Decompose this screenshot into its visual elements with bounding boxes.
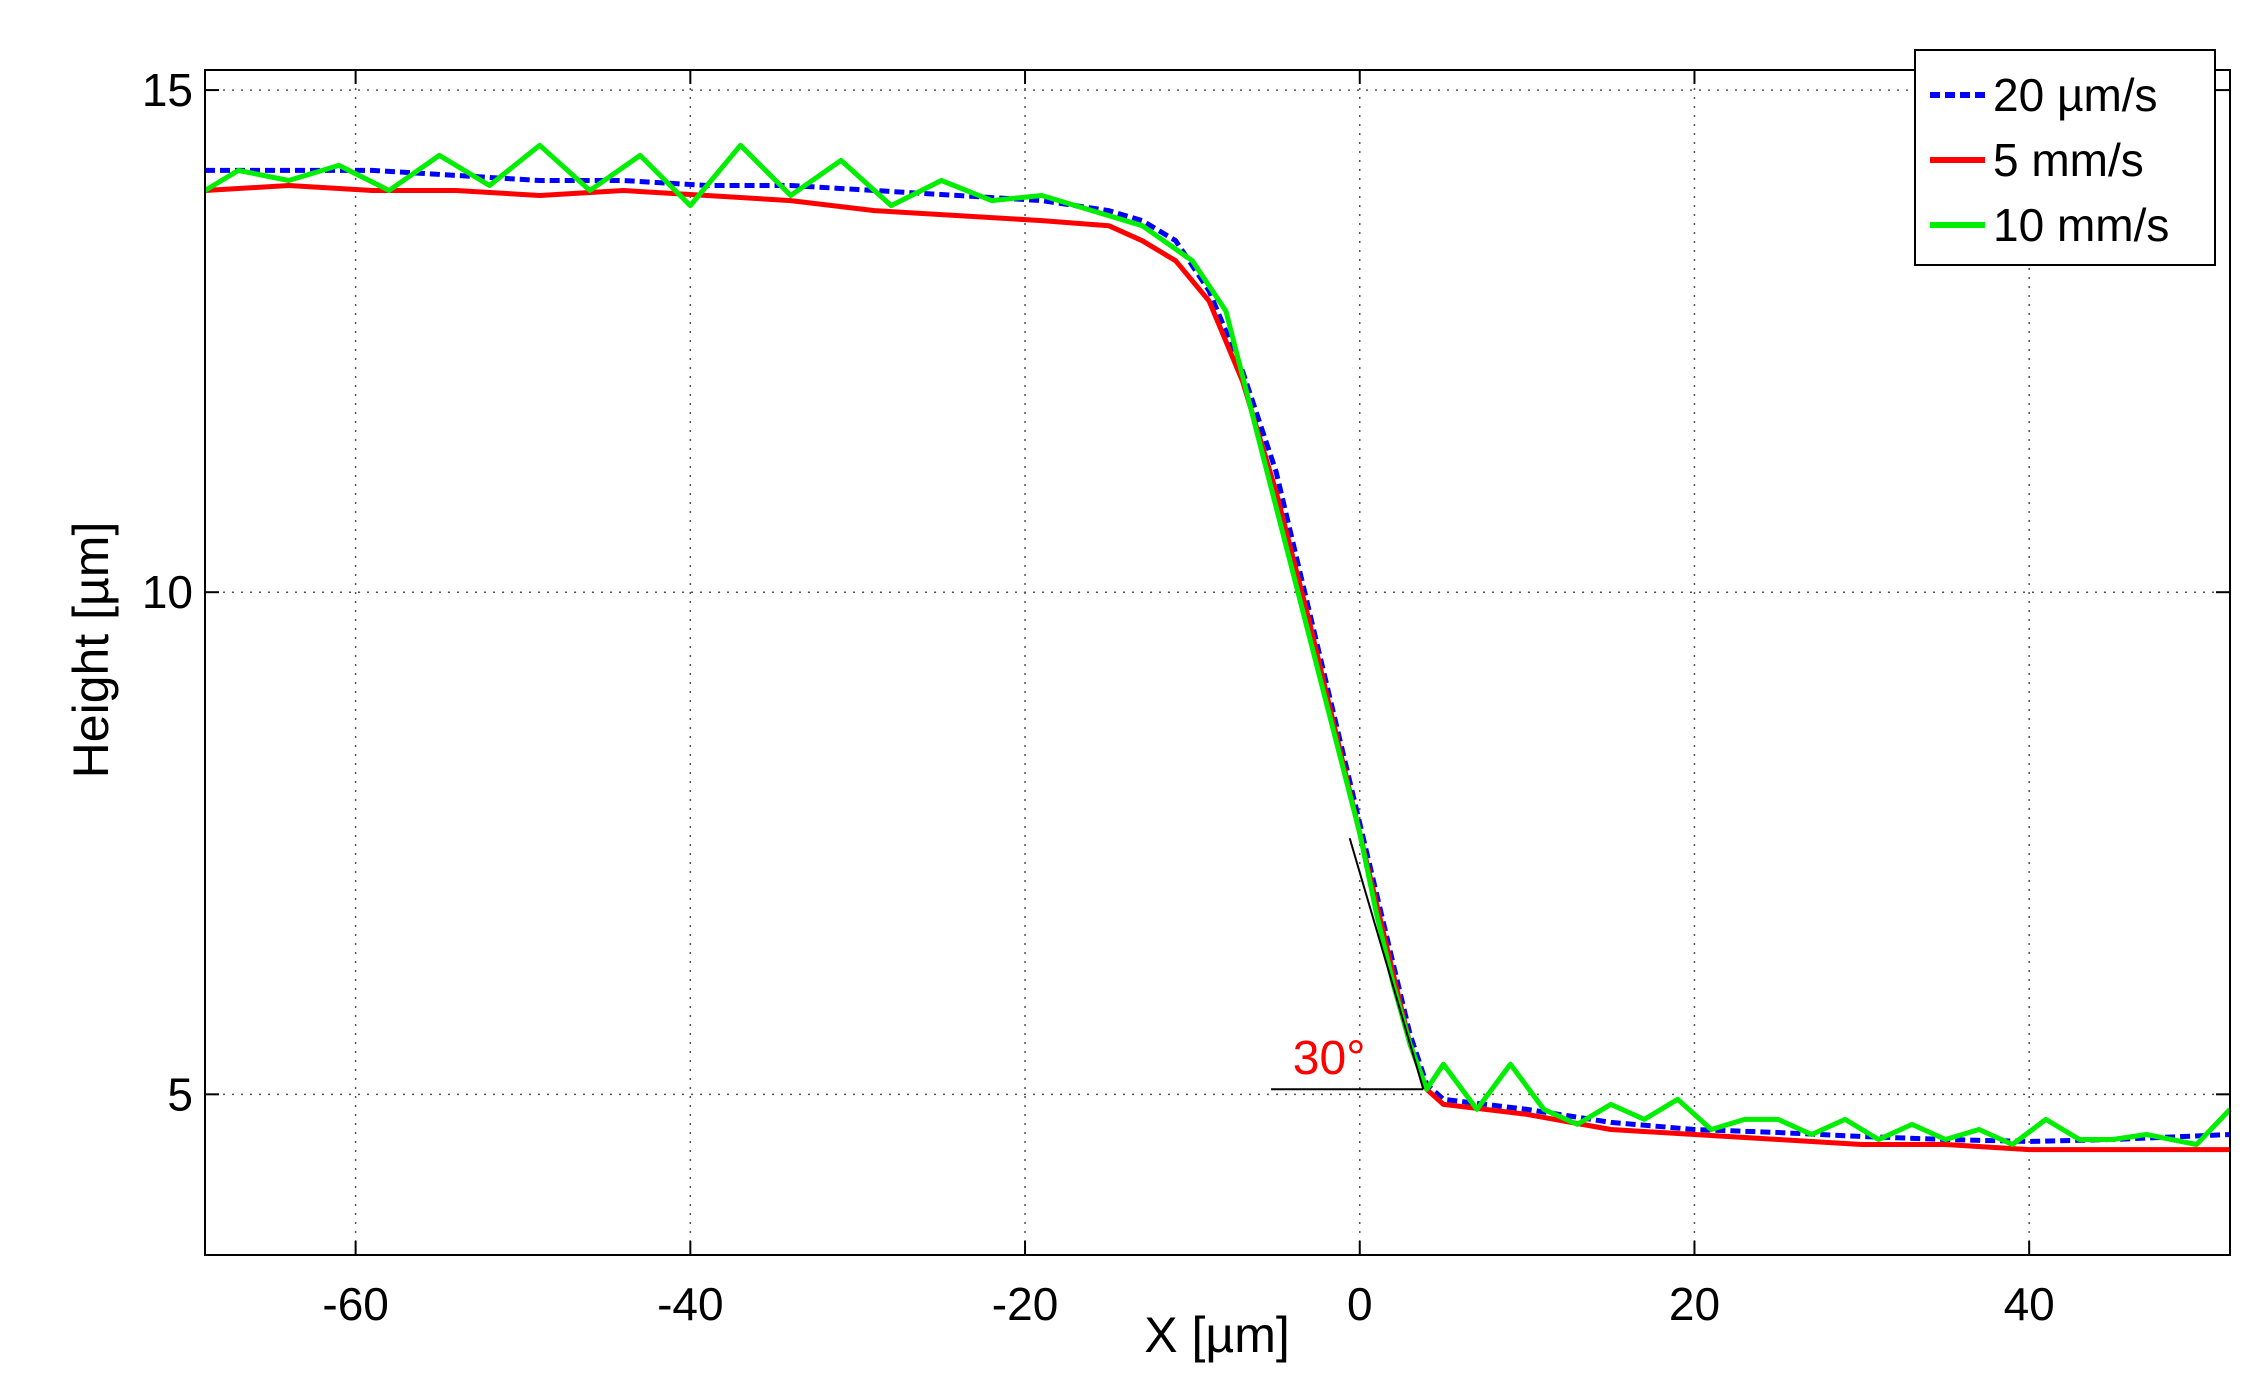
series-line-3 xyxy=(203,142,2232,1147)
legend: 20 µm/s 5 mm/s 10 mm/s xyxy=(1914,49,2216,266)
y-axis-label: Height [µm] xyxy=(63,522,119,779)
y-tick-label: 10 xyxy=(142,566,193,618)
plot-background xyxy=(205,70,2230,1255)
angle-slope-line xyxy=(1348,837,1425,1090)
x-tick-label: 20 xyxy=(1669,1278,1720,1330)
legend-label-3: 10 mm/s xyxy=(1993,199,2169,251)
y-axis-ticks: 5 10 15 xyxy=(142,64,2230,1120)
legend-label-1: 20 µm/s xyxy=(1993,69,2158,121)
y-tick-label: 5 xyxy=(167,1068,193,1120)
series-line-1 xyxy=(205,167,2231,1144)
angle-marker xyxy=(1271,837,1425,1091)
x-tick-label: -20 xyxy=(992,1278,1058,1330)
y-tick-label: 15 xyxy=(142,64,193,116)
x-axis-label: X [µm] xyxy=(1144,1307,1289,1363)
series-line-2 xyxy=(204,183,2230,1153)
series-lines xyxy=(203,142,2232,1153)
legend-label-2: 5 mm/s xyxy=(1993,134,2144,186)
x-axis-ticks: -60 -40 -20 0 20 40 xyxy=(322,70,2055,1330)
annotations: 30° xyxy=(1293,1032,1366,1085)
x-tick-label: -40 xyxy=(657,1278,723,1330)
x-tick-label: 0 xyxy=(1347,1278,1373,1330)
x-tick-label: 40 xyxy=(2004,1278,2055,1330)
x-tick-label: -60 xyxy=(322,1278,388,1330)
angle-annotation: 30° xyxy=(1293,1032,1366,1085)
plot-frame xyxy=(204,69,2231,1256)
